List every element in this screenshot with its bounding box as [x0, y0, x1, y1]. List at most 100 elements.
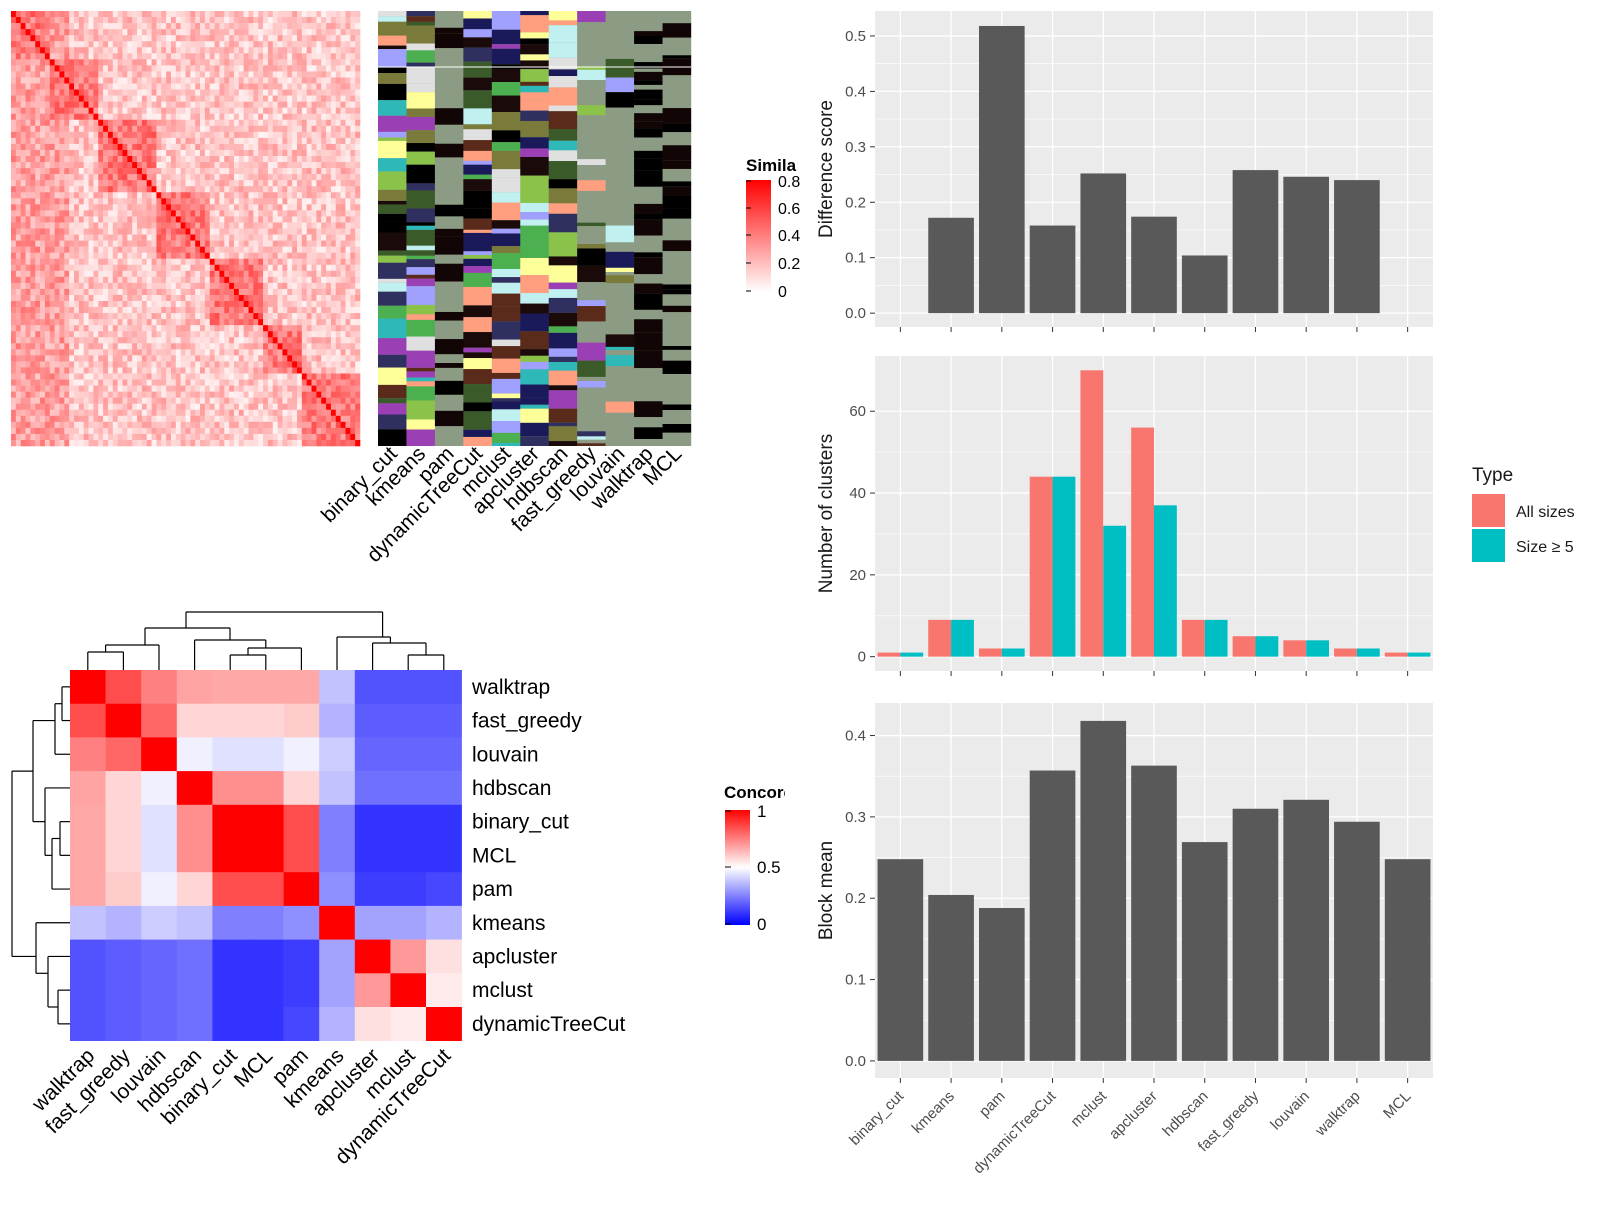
similarity-cell: [78, 234, 85, 241]
similarity-cell: [78, 264, 85, 272]
similarity-cell: [350, 119, 356, 127]
similarity-cell: [180, 29, 186, 36]
similarity-cell: [166, 373, 172, 380]
similarity-cell: [185, 222, 191, 229]
similarity-cell: [54, 125, 60, 133]
similarity-cell: [98, 319, 104, 326]
similarity-cell: [40, 294, 46, 302]
similarity-cell: [30, 77, 36, 84]
similarity-cell: [287, 264, 293, 272]
similarity-cell: [151, 29, 157, 36]
similarity-cell: [238, 391, 244, 398]
similarity-cell: [146, 258, 152, 266]
similarity-cell: [292, 403, 298, 411]
similarity-cell: [146, 113, 152, 121]
similarity-cell: [25, 391, 31, 398]
similarity-cell: [287, 107, 293, 115]
similarity-cell: [345, 337, 351, 344]
similarity-cell: [350, 361, 356, 368]
similarity-cell: [54, 47, 60, 54]
similarity-cell: [267, 409, 274, 417]
similarity-cell: [40, 222, 46, 229]
similarity-cell: [54, 216, 60, 223]
similarity-cell: [59, 361, 65, 368]
similarity-cell: [74, 319, 80, 326]
similarity-cell: [185, 180, 191, 187]
similarity-cell: [296, 228, 303, 235]
similarity-cell: [287, 373, 293, 380]
similarity-cell: [78, 89, 85, 96]
similarity-cell: [321, 319, 327, 326]
similarity-cell: [335, 240, 341, 247]
similarity-cell: [156, 180, 162, 187]
similarity-cell: [88, 276, 94, 284]
similarity-cell: [321, 192, 327, 199]
similarity-cell: [11, 143, 17, 151]
similarity-cell: [69, 343, 75, 350]
similarity-cell: [166, 23, 172, 30]
similarity-cell: [253, 180, 259, 187]
similarity-cell: [296, 288, 303, 296]
similarity-cell: [233, 180, 240, 187]
similarity-cell: [253, 149, 259, 157]
similarity-cell: [355, 355, 361, 362]
similarity-cell: [98, 367, 104, 374]
similarity-cell: [93, 89, 99, 96]
similarity-cell: [229, 391, 235, 398]
similarity-cell: [243, 168, 249, 175]
similarity-cell: [151, 325, 157, 332]
similarity-cell: [258, 313, 264, 320]
similarity-cell: [69, 35, 75, 42]
similarity-cell: [161, 131, 167, 139]
similarity-cell: [15, 162, 21, 169]
similarity-cell: [15, 234, 21, 241]
similarity-cell: [316, 53, 322, 60]
similarity-cell: [40, 325, 46, 332]
similarity-cell: [190, 23, 196, 30]
similarity-cell: [204, 313, 211, 320]
similarity-cell: [272, 301, 278, 308]
similarity-cell: [195, 186, 201, 193]
similarity-cell: [156, 125, 162, 133]
similarity-cell: [25, 288, 31, 296]
similarity-cell: [204, 156, 211, 163]
similarity-cell: [190, 198, 196, 205]
similarity-cell: [83, 288, 89, 296]
similarity-cell: [15, 137, 21, 145]
similarity-cell: [340, 379, 346, 386]
similarity-cell: [330, 258, 337, 266]
similarity-cell: [74, 234, 80, 241]
similarity-cell: [30, 83, 36, 90]
similarity-cell: [311, 101, 317, 108]
similarity-cell: [326, 11, 332, 18]
similarity-cell: [83, 222, 89, 229]
similarity-cell: [93, 83, 99, 90]
similarity-cell: [200, 307, 206, 314]
similarity-cell: [161, 143, 167, 151]
similarity-cell: [88, 35, 94, 42]
similarity-cell: [272, 101, 278, 108]
similarity-cell: [350, 174, 356, 181]
similarity-cell: [25, 77, 31, 84]
similarity-cell: [209, 301, 215, 308]
similarity-cell: [350, 89, 356, 96]
similarity-cell: [78, 385, 85, 392]
similarity-cell: [340, 228, 346, 235]
similarity-cell: [253, 246, 259, 253]
similarity-cell: [200, 415, 206, 423]
similarity-cell: [25, 180, 31, 187]
similarity-cell: [112, 415, 118, 423]
similarity-cell: [277, 234, 283, 241]
similarity-cell: [258, 331, 264, 338]
similarity-cell: [25, 23, 31, 30]
similarity-cell: [44, 11, 51, 18]
similarity-cell: [117, 162, 123, 169]
similarity-cell: [214, 198, 220, 205]
similarity-cell: [350, 137, 356, 145]
similarity-cell: [301, 367, 307, 374]
similarity-cell: [156, 198, 162, 205]
similarity-cell: [59, 367, 65, 374]
similarity-cell: [316, 162, 322, 169]
similarity-cell: [224, 264, 230, 272]
similarity-cell: [112, 204, 118, 211]
